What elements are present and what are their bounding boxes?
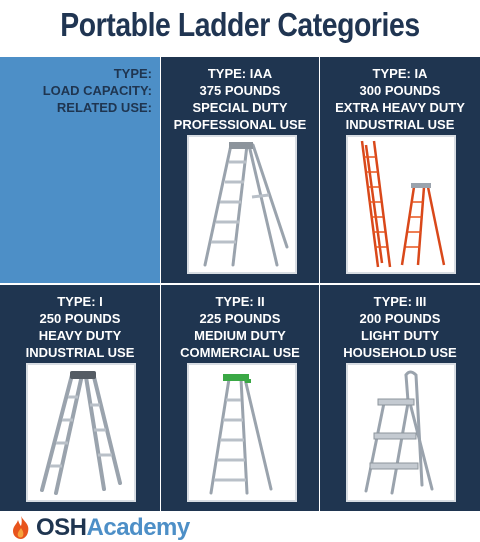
flame-icon — [13, 516, 29, 539]
multi-position-ladder-icon — [40, 371, 122, 495]
category-type: TYPE: II — [215, 294, 265, 309]
legend-cell: TYPE: LOAD CAPACITY: RELATED USE: — [0, 57, 160, 283]
related-use-key-label: RELATED USE: — [56, 100, 152, 115]
category-use-field: COMMERCIAL USE — [180, 345, 300, 360]
category-use-field: PROFESSIONAL USE — [173, 117, 307, 132]
multi-position-ladder-image — [26, 363, 136, 502]
category-card-ia: TYPE: IA 300 POUNDS EXTRA HEAVY DUTY IND… — [320, 57, 480, 283]
category-card-iaa: TYPE: IAA 375 POUNDS SPECIAL DUTY PROFES… — [161, 57, 319, 283]
stepladder-icon — [209, 374, 273, 495]
logo-text-academy: Academy — [86, 514, 191, 541]
category-use-duty: EXTRA HEAVY DUTY — [335, 100, 465, 115]
page-title: Portable Ladder Categories — [60, 6, 420, 43]
category-load: 300 POUNDS — [359, 83, 441, 98]
logo-wordmark: OSHAcademy — [36, 514, 190, 542]
extension-ladder-image — [346, 135, 456, 274]
step-stool-icon — [364, 370, 434, 495]
category-load: 225 POUNDS — [199, 311, 281, 326]
category-use-field: HOUSEHOLD USE — [343, 345, 457, 360]
category-card-i: TYPE: I 250 POUNDS HEAVY DUTY INDUSTRIAL… — [0, 285, 160, 511]
step-stool-image — [346, 363, 456, 502]
category-use-field: INDUSTRIAL USE — [25, 345, 135, 360]
stepladder-image — [187, 363, 297, 502]
category-type: TYPE: I — [57, 294, 103, 309]
stepladder-image — [187, 135, 297, 274]
category-type: TYPE: III — [373, 294, 427, 309]
stepladder-icon — [203, 142, 289, 267]
extension-ladder-icon — [360, 140, 446, 268]
ladder-category-grid: TYPE: LOAD CAPACITY: RELATED USE: TYPE: … — [0, 57, 480, 511]
osh-academy-logo: OSHAcademy — [8, 514, 208, 542]
load-capacity-key-label: LOAD CAPACITY: — [42, 83, 152, 98]
category-card-iii: TYPE: III 200 POUNDS LIGHT DUTY HOUSEHOL… — [320, 285, 480, 511]
category-use-duty: MEDIUM DUTY — [194, 328, 286, 343]
category-load: 200 POUNDS — [359, 311, 441, 326]
category-card-ii: TYPE: II 225 POUNDS MEDIUM DUTY COMMERCI… — [161, 285, 319, 511]
logo-text-osh: OSH — [36, 514, 87, 541]
category-use-duty: SPECIAL DUTY — [192, 100, 288, 115]
category-load: 375 POUNDS — [199, 83, 281, 98]
category-load: 250 POUNDS — [39, 311, 121, 326]
category-type: TYPE: IAA — [207, 66, 273, 81]
category-use-duty: HEAVY DUTY — [38, 328, 122, 343]
category-use-duty: LIGHT DUTY — [361, 328, 439, 343]
category-use-field: INDUSTRIAL USE — [345, 117, 455, 132]
category-type: TYPE: IA — [372, 66, 428, 81]
type-key-label: TYPE: — [113, 66, 152, 81]
